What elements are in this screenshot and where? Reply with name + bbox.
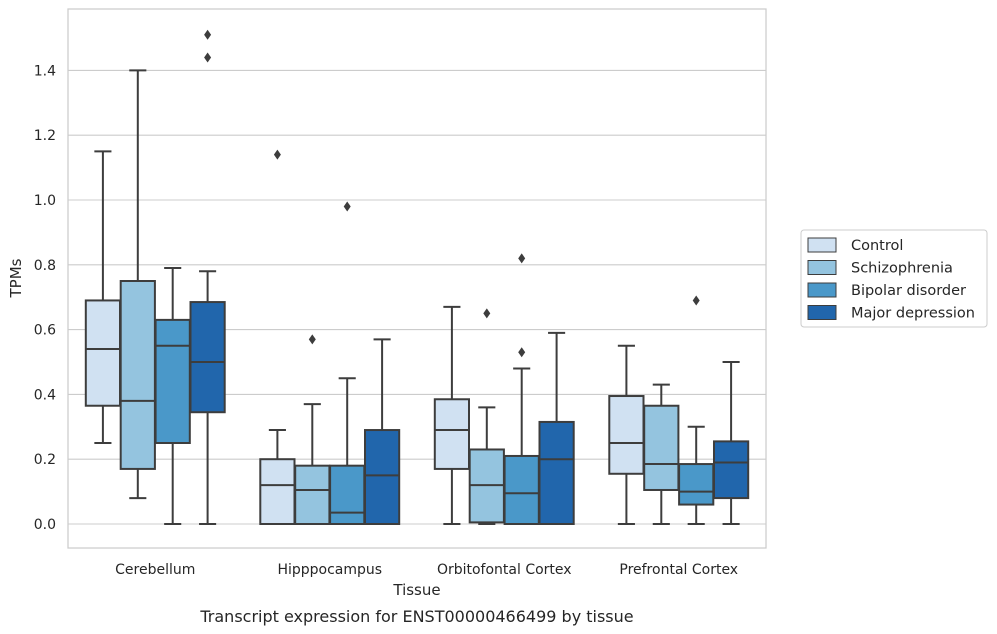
plot-boxes: [84, 29, 750, 526]
box-group: [468, 308, 505, 525]
box-iqr: [84, 299, 122, 407]
box-group: [433, 305, 471, 525]
y-tick-labels: 0.0 0.2 0.4 0.6 0.8 1.0 1.2 1.4: [34, 63, 56, 533]
box-iqr: [259, 458, 296, 526]
box-iqr: [678, 463, 715, 506]
outlier-point: [343, 201, 351, 212]
box-group: [259, 149, 296, 526]
x-tick-label: Cerebellum: [115, 562, 195, 578]
outlier-point: [308, 334, 316, 345]
box-iqr: [643, 404, 680, 491]
legend-label: Schizophrenia: [851, 261, 953, 277]
y-tick-label: 1.4: [34, 63, 56, 79]
box-iqr: [503, 454, 540, 525]
y-tick-label: 0.2: [34, 452, 56, 468]
box-iqr: [538, 420, 575, 525]
box-iqr: [189, 301, 226, 414]
legend-swatch: [807, 282, 837, 298]
box-group: [119, 69, 156, 500]
legend-swatch: [807, 237, 837, 253]
legend-label: Control: [851, 238, 903, 254]
box-iqr: [294, 464, 331, 525]
y-tick-label: 0.6: [34, 323, 56, 339]
box-iqr: [608, 395, 645, 475]
x-tick-labels: Cerebellum Hipppocampus Orbitofontal Corte…: [115, 562, 738, 578]
x-tick-label: Hipppocampus: [277, 562, 382, 578]
outlier-point: [204, 52, 212, 63]
box-group: [608, 344, 645, 525]
figure-caption: Transcript expression for ENST0000046649…: [199, 607, 633, 626]
outlier-point: [518, 253, 526, 264]
box-group: [84, 150, 122, 444]
outlier-point: [204, 29, 212, 40]
y-tick-label: 0.4: [34, 387, 56, 403]
y-axis-title: TPMs: [7, 258, 25, 298]
legend-label: Bipolar disorder: [851, 283, 966, 299]
x-tick-label: Orbitofontal Cortex: [437, 562, 572, 578]
box-iqr: [363, 429, 401, 526]
legend-label: Major depression: [851, 306, 975, 322]
box-group: [678, 295, 715, 525]
box-group: [712, 361, 750, 525]
legend-swatch: [807, 260, 837, 275]
box-group: [503, 253, 540, 525]
outlier-point: [483, 308, 491, 319]
box-group: [189, 29, 226, 525]
box-iqr: [154, 318, 191, 445]
outlier-point: [273, 149, 281, 160]
x-axis-title: Tissue: [392, 581, 440, 599]
y-tick-label: 0.0: [34, 517, 56, 533]
legend-swatch: [807, 305, 837, 320]
box-group: [154, 267, 191, 525]
box-group: [538, 331, 575, 525]
x-tick-label: Prefrontal Cortex: [619, 562, 738, 578]
box-group: [329, 201, 366, 525]
legend-frame: [800, 229, 988, 328]
outlier-point: [692, 295, 700, 306]
box-group: [294, 334, 331, 525]
y-tick-label: 0.8: [34, 258, 56, 274]
y-tick-label: 1.0: [34, 193, 56, 209]
outlier-point: [518, 347, 526, 358]
box-iqr: [119, 280, 156, 470]
box-iqr: [433, 398, 471, 470]
y-tick-label: 1.2: [34, 128, 56, 144]
legend: Control Schizophrenia Bipolar disorder Majo…: [800, 229, 988, 328]
box-group: [643, 383, 680, 525]
box-group: [363, 338, 401, 526]
box-iqr: [329, 464, 366, 525]
box-iqr: [712, 440, 750, 500]
plot-frame: [67, 8, 767, 549]
